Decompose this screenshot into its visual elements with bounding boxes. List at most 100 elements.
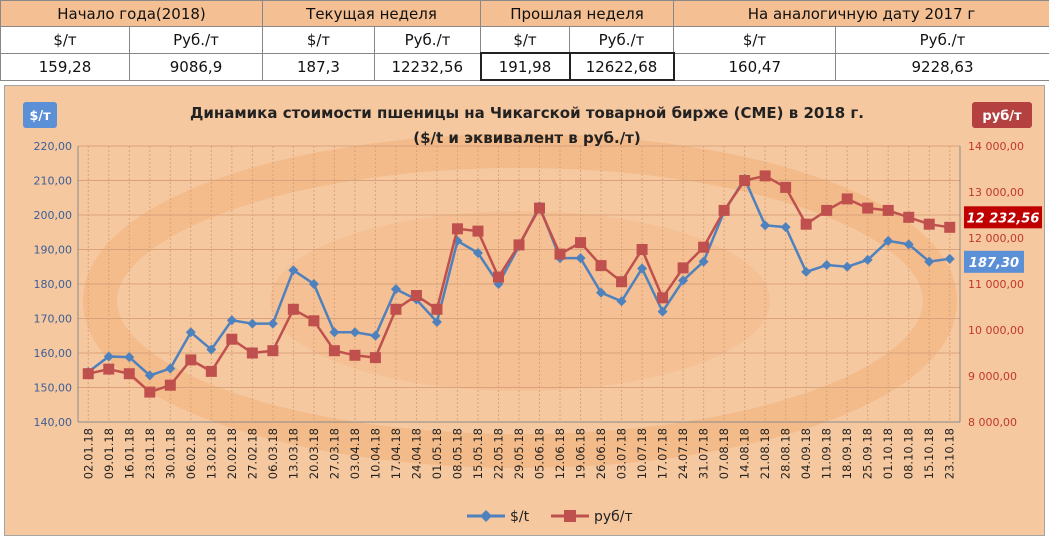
x-tick-label: 29.05.18: [512, 428, 526, 479]
unit-cell: Руб./т: [569, 26, 674, 54]
data-point-usd: [760, 220, 771, 231]
data-point-rub: [205, 365, 217, 377]
data-point-usd: [903, 239, 914, 250]
data-point-usd: [698, 256, 709, 267]
left-axis-badge-label: $/т: [29, 109, 51, 124]
left-tick-label: 140,00: [34, 416, 73, 429]
right-tick-label: 13 000,00: [968, 186, 1024, 199]
left-axis-badge: $/т: [23, 102, 57, 128]
data-point-rub: [82, 368, 94, 380]
data-point-rub: [882, 204, 894, 216]
data-point-rub: [185, 354, 197, 366]
x-tick-label: 24.07.18: [676, 428, 690, 479]
x-tick-label: 04.09.18: [799, 428, 813, 479]
x-tick-label: 19.06.18: [574, 428, 588, 479]
x-tick-label: 07.08.18: [717, 428, 731, 479]
x-tick-label: 24.04.18: [409, 428, 423, 479]
data-point-usd: [349, 327, 360, 338]
wheat-price-chart: 140,00 150,00 160,00 170,00 180,00 190,00 200,…: [23, 102, 1042, 525]
data-point-rub: [390, 303, 402, 315]
data-point-usd: [206, 344, 217, 355]
left-tick-label: 170,00: [34, 313, 73, 326]
watermark-logo: [83, 134, 957, 468]
data-point-usd: [678, 275, 689, 286]
right-tick-label: 14 000,00: [968, 140, 1024, 153]
data-point-usd: [616, 296, 627, 307]
data-point-usd: [575, 253, 586, 264]
data-point-rub: [431, 303, 443, 315]
x-tick-label: 16.01.18: [122, 428, 136, 479]
data-point-usd: [431, 316, 442, 327]
x-tick-label: 20.03.18: [307, 428, 321, 479]
x-tick-label: 18.09.18: [840, 428, 854, 479]
x-tick-label: 05.06.18: [533, 428, 547, 479]
data-point-rub: [616, 276, 628, 288]
data-point-rub: [739, 175, 751, 186]
data-point-usd: [780, 222, 791, 233]
data-point-usd: [842, 261, 853, 272]
data-point-rub: [841, 193, 853, 205]
data-point-rub: [800, 218, 812, 230]
legend-label-usd: $/t: [510, 509, 530, 525]
data-point-rub: [554, 248, 566, 260]
value-cell: 159,28: [0, 52, 130, 81]
data-point-rub: [287, 303, 299, 315]
x-tick-label: 09.01.18: [102, 428, 116, 479]
x-tick-label: 06.02.18: [184, 428, 198, 479]
data-point-usd: [370, 330, 381, 341]
x-tick-label: 23.10.18: [943, 428, 957, 479]
x-tick-label: 25.09.18: [861, 428, 875, 479]
data-point-rub: [677, 262, 689, 274]
x-tick-label: 10.07.18: [635, 428, 649, 479]
data-point-rub: [103, 363, 115, 375]
data-point-usd: [124, 352, 135, 363]
right-tick-label: 10 000,00: [968, 324, 1024, 337]
x-tick-label: 06.03.18: [266, 428, 280, 479]
legend-marker-usd: [480, 510, 492, 522]
data-point-usd: [308, 279, 319, 289]
right-axis-badge-label: руб/т: [982, 109, 1022, 124]
group-header-start-of-year: Начало года(2018): [0, 0, 263, 27]
x-tick-label: 17.07.18: [656, 428, 670, 479]
data-point-rub: [821, 204, 833, 216]
data-point-rub: [718, 204, 730, 216]
left-tick-label: 160,00: [34, 347, 73, 360]
unit-cell: Руб./т: [374, 26, 481, 54]
value-cell: 191,98: [479, 52, 571, 81]
data-point-rub: [759, 170, 771, 182]
group-header-same-date-2017: На аналогичную дату 2017 г: [672, 0, 1049, 27]
left-tick-label: 200,00: [34, 209, 73, 222]
data-point-usd: [165, 363, 176, 374]
data-point-usd: [924, 256, 935, 267]
unit-cell: Руб./т: [834, 26, 1049, 54]
unit-cell: Руб./т: [129, 26, 263, 54]
x-tick-label: 14.08.18: [738, 428, 752, 479]
data-point-rub: [451, 223, 463, 235]
data-point-rub: [144, 386, 156, 398]
data-point-usd: [944, 253, 955, 264]
data-point-usd: [637, 263, 648, 274]
value-cell: 160,47: [673, 52, 836, 81]
data-point-rub: [328, 345, 340, 357]
last-value-label-usd: 187,30: [969, 256, 1019, 271]
x-tick-label: 27.02.18: [245, 428, 259, 479]
data-point-rub: [780, 181, 792, 193]
x-tick-label: 15.10.18: [922, 428, 936, 479]
x-tick-label: 28.08.18: [779, 428, 793, 479]
x-tick-label: 13.02.18: [204, 428, 218, 479]
chart-area: 140,00 150,00 160,00 170,00 180,00 190,00 200,…: [4, 85, 1045, 536]
right-tick-label: 8 000,00: [968, 416, 1017, 429]
left-tick-label: 180,00: [34, 278, 73, 291]
data-point-usd: [390, 284, 401, 295]
unit-cell: $/т: [480, 26, 570, 54]
left-tick-label: 150,00: [34, 382, 73, 395]
legend-marker-rub: [564, 510, 576, 522]
data-point-rub: [698, 241, 710, 253]
x-tick-label: 23.01.18: [143, 428, 157, 479]
data-point-rub: [944, 221, 956, 233]
data-point-rub: [267, 345, 279, 357]
x-tick-label: 13.03.18: [286, 428, 300, 479]
chart-subtitle: ($/t и эквивалент в руб./т): [413, 129, 640, 147]
data-point-usd: [288, 265, 299, 276]
data-point-usd: [883, 235, 894, 246]
